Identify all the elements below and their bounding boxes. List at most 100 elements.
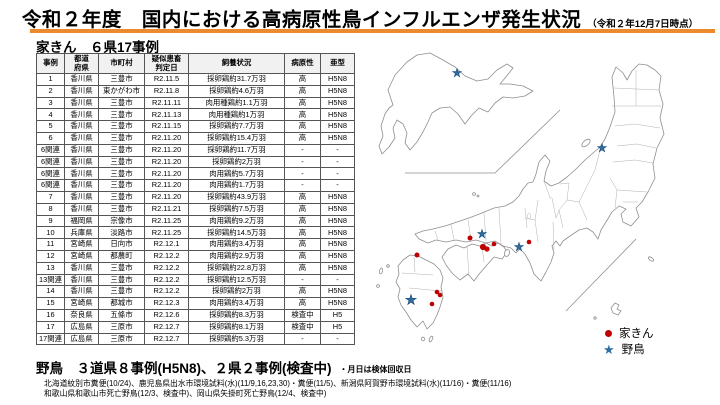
- poultry-marker-hiroshima-mihara: [467, 235, 473, 241]
- table-cell: 1: [36, 73, 65, 86]
- poultry-case-table: 事例 都道 府県 市町村 疑似患畜 判定日 飼養状況 病原性 亜型 1 香川県 三豊市 R2.11…: [36, 53, 355, 346]
- table-cell: 宮崎県: [64, 297, 99, 310]
- poultry-marker-fukuoka-munakata: [414, 252, 420, 258]
- wild-bird-detail-line: 和歌山県和歌山市死亡野鳥(12/3、検査中)、岡山県矢掛町死亡野鳥(12/4、検…: [44, 388, 327, 398]
- table-cell: 日向市: [98, 238, 145, 251]
- legend-wild-bird-label: 野鳥: [621, 344, 645, 356]
- wild-bird-marker-okayama-yakage: [476, 228, 488, 239]
- table-cell: 香川県: [64, 73, 99, 86]
- table-cell: 6: [36, 131, 65, 145]
- table-cell: R2.12.2: [144, 249, 189, 263]
- japan-map: [376, 52, 665, 343]
- table-cell: H5N8: [320, 108, 355, 122]
- table-row: 1 香川県 三豊市 R2.11.5 採卵鶏約31.7万羽高 H5N8: [36, 73, 355, 86]
- table-cell: -: [320, 273, 355, 287]
- table-cell: 三豊市: [98, 261, 145, 275]
- table-cell: 香川県: [64, 143, 99, 157]
- table-cell: 香川県: [64, 273, 99, 287]
- table-cell: 17: [36, 320, 65, 334]
- table-cell: 三原市: [98, 320, 145, 334]
- table-cell: R2.12.7: [144, 332, 189, 346]
- poultry-dot-icon: [605, 329, 612, 337]
- table-row: 13 香川県 三豊市 R2.12.2 採卵鶏約22.8万羽高 H5N8: [36, 261, 355, 275]
- table-cell: H5N8: [320, 131, 355, 145]
- table-cell: R2.11.20: [144, 167, 189, 181]
- table-cell: R2.12.3: [144, 297, 189, 310]
- table-cell: 9: [36, 214, 65, 228]
- table-cell: 3: [36, 96, 65, 110]
- wild-bird-star-icon: ★: [603, 341, 615, 357]
- table-cell: 16: [36, 308, 65, 322]
- table-row: 6関連 香川県 三豊市 R2.11.20 採卵鶏約2万羽 - -: [36, 155, 355, 169]
- table-column-header: 飼養状況: [188, 53, 285, 74]
- table-cell: H5N8: [320, 297, 355, 310]
- wild-bird-note: ・月日は検体回収日: [339, 365, 412, 374]
- table-cell: -: [284, 143, 321, 157]
- table-cell: 採卵鶏約15.4万羽: [188, 131, 285, 145]
- table-cell: 都城市: [98, 297, 145, 310]
- table-cell: H5N8: [320, 285, 355, 299]
- table-cell: 4: [36, 108, 65, 122]
- table-cell: 香川県: [64, 261, 99, 275]
- table-cell: 肉用鶏約2.9万羽: [188, 249, 285, 263]
- legend-poultry-label: 家きん: [619, 328, 654, 340]
- goto-islands: [376, 284, 380, 288]
- table-cell: 6関連: [36, 143, 65, 157]
- oki-islands: [472, 192, 476, 196]
- table-row: 5 香川県 三豊市 R2.11.15 採卵鶏約7.7万羽高 H5N8: [36, 120, 355, 133]
- table-cell: R2.12.2: [144, 261, 189, 275]
- table-cell: 採卵鶏約31.7万羽: [188, 73, 285, 86]
- table-cell: 検査中: [284, 308, 321, 322]
- iki-island: [386, 264, 390, 268]
- table-row: 10 兵庫県 淡路市 R2.11.25 採卵鶏約14.5万羽高 H5N8: [36, 226, 355, 240]
- table-cell: R2.11.21: [144, 202, 189, 216]
- table-cell: 7: [36, 190, 65, 204]
- table-cell: 三豊市: [98, 108, 145, 122]
- table-cell: -: [284, 167, 321, 181]
- wild-bird-marker-niigata-agano: [596, 142, 608, 153]
- table-cell: 採卵鶏約7.5万羽: [188, 202, 285, 216]
- table-row: 4 香川県 三豊市 R2.11.13 肉用種鶏約1万羽高 H5N8: [36, 108, 355, 122]
- table-cell: 高: [284, 214, 321, 228]
- table-cell: H5N8: [320, 96, 355, 110]
- table-cell: 肉用鶏約1.7万羽: [188, 179, 285, 192]
- table-cell: 三豊市: [98, 179, 145, 192]
- table-cell: 採卵鶏約4.6万羽: [188, 84, 285, 98]
- table-cell: R2.11.20: [144, 143, 189, 157]
- table-cell: H5N8: [320, 238, 355, 251]
- wild-bird-marker-kagoshima-izumi: [404, 293, 418, 306]
- poultry-marker-miyazaki-hyuga: [434, 289, 440, 295]
- tanegashima-island: [428, 335, 434, 343]
- table-cell: 13: [36, 261, 65, 275]
- table-cell: 都農町: [98, 249, 145, 263]
- table-cell: 採卵鶏約7.7万羽: [188, 120, 285, 133]
- wild-bird-details: 北海道紋別市糞便(10/24)、鹿児島県出水市環境試料(水)(11/9,16,2…: [36, 379, 716, 398]
- table-row: 6関連 香川県 三豊市 R2.11.20 肉用鶏約1.7万羽 - -: [36, 179, 355, 192]
- table-cell: 香川県: [64, 131, 99, 145]
- table-cell: R2.12.1: [144, 238, 189, 251]
- table-cell: 採卵鶏約22.8万羽: [188, 261, 285, 275]
- table-row: 11 宮崎県 日向市 R2.12.1 肉用鶏約3.4万羽高 H5N8: [36, 238, 355, 251]
- table-cell: 三豊市: [98, 202, 145, 216]
- poultry-marker-nara-gojo: [526, 239, 532, 245]
- table-cell: H5N8: [320, 226, 355, 240]
- table-cell: H5N8: [320, 202, 355, 216]
- title-row: 令和２年度 国内における高病原性鳥インフルエンザ発生状況 （令和２年12月7日時…: [0, 3, 720, 32]
- title-date-note: （令和２年12月7日時点）: [587, 19, 699, 30]
- table-cell: 三豊市: [98, 190, 145, 204]
- table-cell: 6関連: [36, 179, 65, 192]
- table-cell: 三豊市: [98, 96, 145, 110]
- table-row: 9 福岡県 宗像市 R2.11.25 肉用鶏約9.2万羽高 H5N8: [36, 214, 355, 228]
- table-cell: 13関連: [36, 273, 65, 287]
- table-cell: 6関連: [36, 167, 65, 181]
- table-cell: 肉用鶏約3.4万羽: [188, 238, 285, 251]
- sado-island: [581, 138, 591, 148]
- table-cell: 兵庫県: [64, 226, 99, 240]
- poultry-marker-kagawa-higashikagawa-awaji: [491, 241, 497, 247]
- wild-bird-marker-wakayama-city: [513, 241, 525, 252]
- table-cell: 12: [36, 249, 65, 263]
- table-cell: 高: [284, 202, 321, 216]
- tokara-island: [593, 316, 597, 320]
- table-cell: H5N8: [320, 190, 355, 204]
- table-cell: 香川県: [64, 120, 99, 133]
